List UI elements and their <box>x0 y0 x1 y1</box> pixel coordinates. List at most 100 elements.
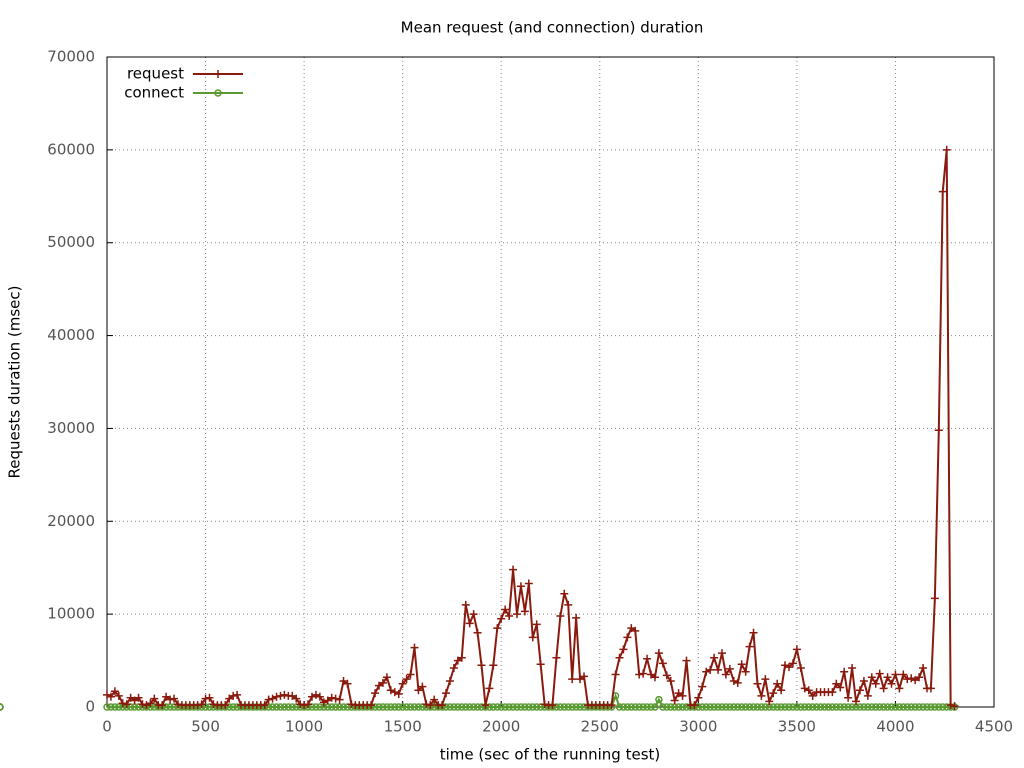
point-marker <box>509 703 517 711</box>
point-marker <box>118 699 127 708</box>
point-marker <box>335 703 344 711</box>
point-marker <box>280 703 289 711</box>
point-marker <box>268 694 277 703</box>
point-marker <box>840 703 848 711</box>
point-marker <box>950 702 959 711</box>
point-marker <box>276 703 285 711</box>
point-marker <box>387 703 395 711</box>
point-marker <box>465 703 474 711</box>
point-marker <box>501 703 509 711</box>
point-marker <box>816 703 825 711</box>
point-marker <box>225 703 233 711</box>
point-marker <box>529 703 537 711</box>
point-marker <box>572 703 580 711</box>
point-marker <box>493 624 502 633</box>
point-marker <box>446 703 454 711</box>
point-marker <box>773 679 782 688</box>
point-marker <box>899 670 908 679</box>
point-marker <box>899 703 908 711</box>
point-marker <box>741 667 750 676</box>
point-marker <box>678 703 687 711</box>
point-marker <box>398 703 407 711</box>
point-marker <box>461 600 470 609</box>
point-marker <box>907 674 916 683</box>
point-marker <box>142 701 151 710</box>
point-marker <box>485 703 494 711</box>
point-marker <box>666 677 675 685</box>
point-marker <box>197 700 206 709</box>
point-marker <box>678 691 687 700</box>
point-marker <box>406 703 415 711</box>
point-marker <box>430 695 439 704</box>
point-marker <box>371 703 379 711</box>
point-marker <box>694 703 703 711</box>
point-marker <box>907 703 915 711</box>
point-marker <box>753 703 762 711</box>
point-marker <box>942 703 951 711</box>
point-marker <box>272 692 281 701</box>
point-marker <box>804 703 813 711</box>
point-marker <box>410 703 419 711</box>
point-marker <box>832 703 841 711</box>
point-marker <box>528 633 537 642</box>
point-marker <box>319 698 328 707</box>
point-marker <box>935 703 943 711</box>
point-marker <box>875 703 884 711</box>
point-marker <box>173 700 182 709</box>
point-marker <box>848 664 857 672</box>
point-marker <box>828 688 837 697</box>
y-tick-label: 50000 <box>47 233 95 251</box>
point-marker <box>863 691 872 700</box>
point-marker <box>477 703 486 711</box>
point-marker <box>938 187 947 196</box>
point-marker <box>623 633 632 642</box>
point-marker <box>540 700 549 709</box>
point-marker <box>871 703 880 711</box>
point-marker <box>454 703 462 711</box>
point-marker <box>560 589 569 598</box>
y-tick-label: 70000 <box>47 48 95 66</box>
point-marker <box>402 703 411 711</box>
point-marker <box>765 697 774 706</box>
point-marker <box>564 600 573 609</box>
point-marker <box>107 703 115 711</box>
point-marker <box>757 691 766 700</box>
point-marker <box>859 677 868 685</box>
legend-label: request <box>127 65 184 83</box>
point-marker <box>745 642 754 651</box>
point-marker <box>706 703 714 711</box>
point-marker <box>501 605 510 614</box>
point-marker <box>607 701 616 710</box>
point-marker <box>674 703 683 711</box>
point-marker <box>304 700 313 709</box>
point-marker <box>410 643 419 652</box>
point-marker <box>122 700 131 709</box>
point-marker <box>465 619 474 628</box>
point-marker <box>702 703 710 711</box>
point-marker <box>580 672 589 681</box>
point-marker <box>458 703 466 711</box>
x-tick-label: 3500 <box>778 718 816 736</box>
point-marker <box>114 691 123 700</box>
point-marker <box>930 594 939 603</box>
point-marker <box>710 653 719 662</box>
point-marker <box>643 703 651 711</box>
point-marker <box>627 703 636 711</box>
x-axis-label: time (sec of the running test) <box>440 746 661 764</box>
point-marker <box>761 703 770 711</box>
y-tick-label: 60000 <box>47 140 95 158</box>
point-marker <box>682 656 691 665</box>
point-marker <box>690 701 699 710</box>
point-marker <box>812 703 821 711</box>
y-tick-label: 40000 <box>47 326 95 344</box>
x-tick-label: 500 <box>191 718 220 736</box>
point-marker <box>438 701 447 710</box>
point-marker <box>450 703 458 711</box>
point-marker <box>753 679 762 688</box>
point-marker <box>729 677 738 685</box>
point-marker <box>489 661 498 670</box>
point-marker <box>280 690 289 699</box>
point-marker <box>879 703 888 711</box>
point-marker <box>233 703 241 711</box>
